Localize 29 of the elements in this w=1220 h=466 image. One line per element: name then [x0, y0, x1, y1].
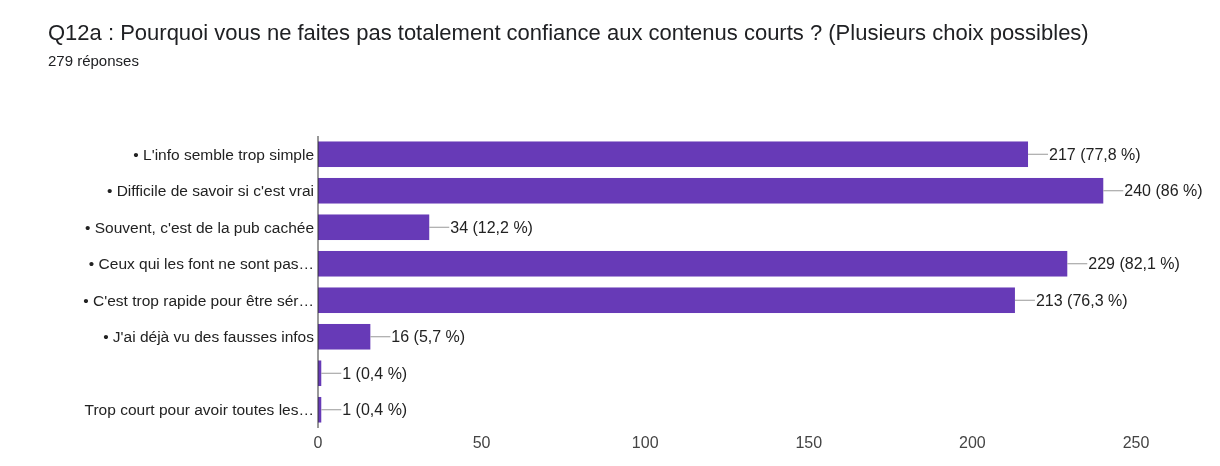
- y-tick-label: • J'ai déjà vu des fausses infos: [103, 328, 315, 346]
- y-tick-label: • C'est trop rapide pour être sér…: [83, 291, 314, 309]
- y-tick-label: • Souvent, c'est de la pub cachée: [85, 218, 314, 236]
- bar: [318, 250, 1068, 277]
- y-tick-label: Trop court pour avoir toutes les…: [84, 401, 314, 419]
- bar: [318, 323, 371, 350]
- x-tick-label: 50: [472, 434, 491, 451]
- chart-title: Q12a : Pourquoi vous ne faites pas totalement confiance aux contenus courts ? (Plusieurs choix possibles): [48, 20, 1089, 45]
- bar: [318, 141, 1029, 168]
- x-tick-label: 100: [631, 434, 659, 451]
- y-tick-label: • L'info semble trop simple: [133, 145, 314, 163]
- data-label: 1 (0,4 %): [342, 401, 408, 419]
- data-label: 213 (76,3 %): [1035, 291, 1128, 309]
- y-tick-label: • Ceux qui les font ne sont pas…: [88, 255, 314, 273]
- x-tick-label: 200: [959, 434, 986, 451]
- data-label: 240 (86 %): [1124, 182, 1203, 200]
- x-tick-label: 150: [795, 434, 823, 451]
- bar: [318, 214, 430, 241]
- y-tick-label: • Difficile de savoir si c'est vrai: [106, 182, 314, 200]
- x-tick-label: 250: [1122, 434, 1150, 451]
- data-label: 217 (77,8 %): [1049, 145, 1141, 163]
- data-label: 1 (0,4 %): [342, 364, 408, 382]
- bar: [318, 287, 1015, 314]
- text: 279 réponses: [48, 52, 139, 69]
- bar: [318, 177, 1104, 204]
- data-label: 34 (12,2 %): [450, 218, 533, 236]
- data-label: 229 (82,1 %): [1088, 255, 1180, 273]
- x-tick-label: 0: [313, 434, 323, 451]
- data-label: 16 (5,7 %): [391, 328, 466, 346]
